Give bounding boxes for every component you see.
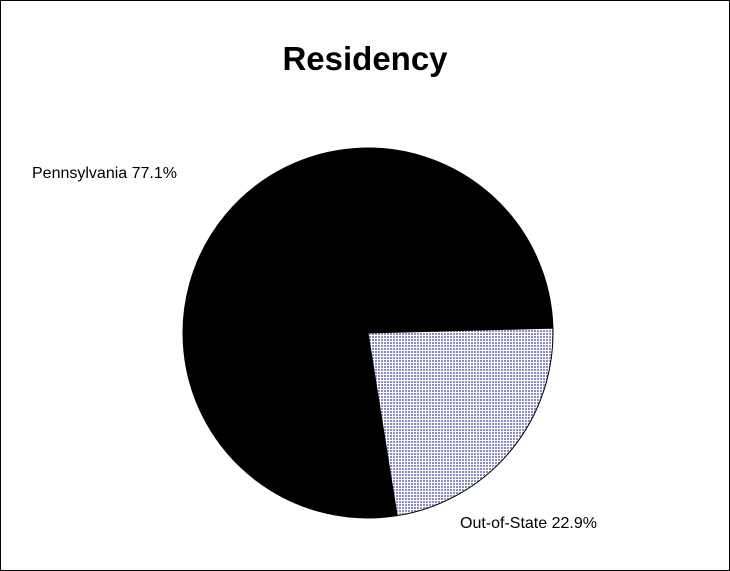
pie-slices xyxy=(182,147,554,519)
chart-title: Residency xyxy=(282,40,448,77)
pie-label-pennsylvania: Pennsylvania 77.1% xyxy=(32,165,177,182)
pie-labels: Pennsylvania 77.1% Out-of-State 22.9% xyxy=(32,165,597,532)
pie-label-out-of-state: Out-of-State 22.9% xyxy=(460,515,597,532)
pie-slice-pennsylvania xyxy=(182,147,554,519)
pie-slice-out-of-state xyxy=(367,327,554,517)
